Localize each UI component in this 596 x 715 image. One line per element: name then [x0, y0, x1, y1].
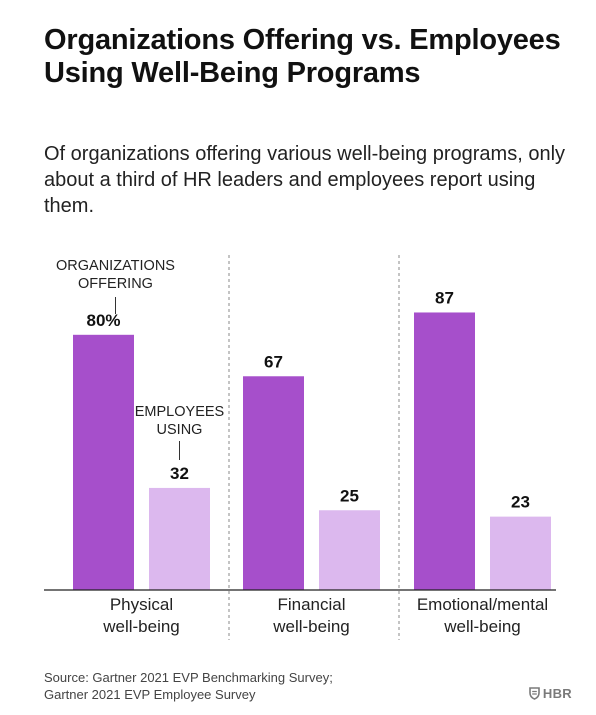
bar-using-3 — [490, 516, 551, 590]
chart-title: Organizations Offering vs. Employees Usi… — [44, 24, 561, 89]
value-label-using-1: 32 — [170, 464, 189, 483]
category-label-1-line-2: well-being — [102, 617, 180, 636]
value-label-using-3: 23 — [511, 493, 530, 512]
annotation-using-line-1: EMPLOYEES — [135, 404, 224, 420]
annotation-offering-line-1: ORGANIZATIONS — [56, 258, 175, 274]
annotation-using-line-2: USING — [157, 422, 203, 438]
category-label-3-line-2: well-being — [443, 617, 521, 636]
value-label-offering-2: 67 — [264, 352, 283, 371]
bar-using-1 — [149, 487, 210, 590]
chart-subtitle: Of organizations offering various well-b… — [44, 143, 566, 217]
bar-offering-2 — [243, 376, 304, 590]
annotation-offering-line-2: OFFERING — [78, 276, 153, 292]
bar-using-2 — [319, 510, 380, 590]
hbr-logo-text: HBR — [542, 686, 572, 701]
value-label-offering-3: 87 — [435, 288, 454, 307]
value-label-using-2: 25 — [340, 486, 359, 505]
value-label-offering-1: 80% — [86, 311, 120, 330]
hbr-shield-icon — [529, 687, 540, 700]
source-line-2: Gartner 2021 EVP Employee Survey — [44, 687, 256, 702]
category-label-3-line-1: Emotional/mental — [417, 595, 548, 614]
category-label-2-line-2: well-being — [272, 617, 350, 636]
category-label-1-line-1: Physical — [110, 595, 173, 614]
bar-offering-3 — [414, 312, 475, 590]
category-label-2-line-1: Financial — [277, 595, 345, 614]
source-note: Source: Gartner 2021 EVP Benchmarking Su… — [44, 669, 333, 703]
hbr-logo: HBR — [529, 686, 572, 701]
bar-offering-1 — [73, 334, 134, 590]
source-line-1: Source: Gartner 2021 EVP Benchmarking Su… — [44, 670, 333, 685]
